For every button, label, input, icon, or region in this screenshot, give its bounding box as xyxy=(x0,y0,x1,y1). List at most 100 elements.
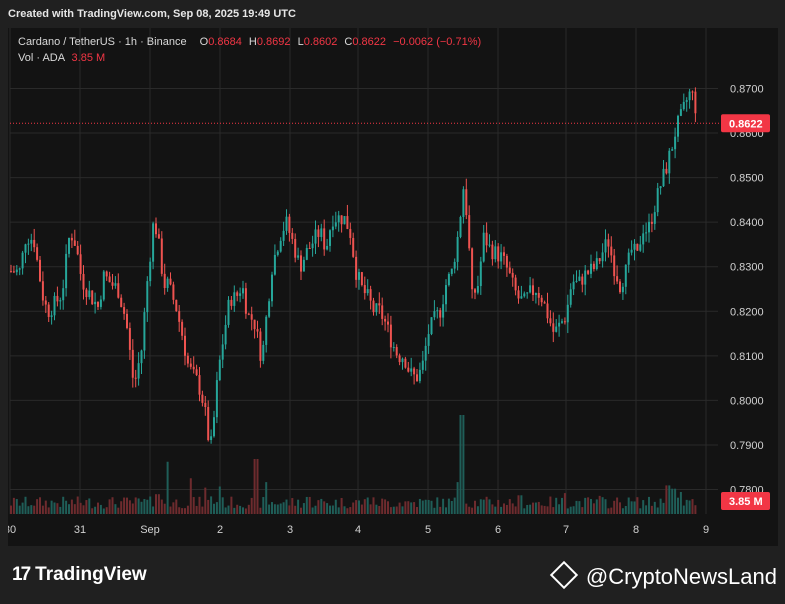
candle xyxy=(648,213,650,243)
y-tick-label: 0.8400 xyxy=(730,217,764,229)
last-price-label: 0.8622 xyxy=(729,118,763,130)
volume-bar xyxy=(210,496,213,514)
tradingview-logo[interactable]: 17 TradingView xyxy=(12,564,147,586)
candle xyxy=(355,250,358,288)
candle-body xyxy=(204,402,207,408)
candle xyxy=(627,248,630,273)
candle-body xyxy=(633,243,636,250)
candle xyxy=(218,355,221,382)
candle-body xyxy=(44,300,47,305)
candle-body xyxy=(10,271,12,273)
volume-bar xyxy=(149,496,152,514)
candle-body xyxy=(418,369,421,382)
candle-body xyxy=(346,216,349,229)
candle-body xyxy=(578,276,581,281)
candle-body xyxy=(79,254,82,274)
candle xyxy=(581,273,584,293)
volume-bar xyxy=(221,497,224,514)
volume-bar xyxy=(39,497,41,514)
candle xyxy=(59,297,62,310)
candle-body xyxy=(317,229,320,237)
candle-body xyxy=(590,263,592,274)
volume-bar xyxy=(369,504,372,514)
volume-bar xyxy=(91,508,94,514)
volume-bar xyxy=(619,502,621,514)
volume-bar xyxy=(279,503,282,514)
candle-body xyxy=(447,273,450,286)
candle-body xyxy=(424,345,427,361)
candle-body xyxy=(337,215,340,223)
candle xyxy=(166,276,169,292)
candle-body xyxy=(537,293,540,298)
volume-bar xyxy=(250,497,253,514)
candle xyxy=(636,243,639,252)
volume-bar xyxy=(358,500,360,514)
volume-bar xyxy=(334,499,337,514)
candle-body xyxy=(59,300,62,302)
candle xyxy=(671,146,674,151)
candle-body xyxy=(178,311,181,322)
volume-bar xyxy=(294,505,297,514)
candle xyxy=(514,274,517,296)
candle-body xyxy=(91,290,94,305)
volume-bar xyxy=(479,499,482,514)
volume-bar xyxy=(592,503,595,514)
candle-body xyxy=(207,407,210,441)
candle xyxy=(85,287,88,305)
candles[interactable] xyxy=(10,87,697,444)
volume-bar xyxy=(146,499,149,514)
candle-body xyxy=(561,321,563,323)
volume-bar xyxy=(15,499,18,514)
volume-bar xyxy=(355,500,358,514)
candle xyxy=(613,248,616,285)
candle-body xyxy=(250,314,253,320)
candle xyxy=(160,231,163,277)
volume-bar xyxy=(610,507,613,514)
candle-body xyxy=(482,232,485,262)
candle-body xyxy=(88,290,91,298)
candle xyxy=(120,294,123,308)
candle xyxy=(276,249,279,257)
volume-bar xyxy=(247,504,250,514)
tradingview-mark-icon: 17 xyxy=(12,564,31,585)
candle xyxy=(314,220,317,254)
candle xyxy=(479,256,482,295)
candle-body xyxy=(47,304,50,317)
candle xyxy=(41,271,44,306)
candle-body xyxy=(630,249,633,253)
candle xyxy=(633,239,636,261)
candle-body xyxy=(674,136,677,150)
candle-body xyxy=(285,216,288,231)
x-tick-label: 30 xyxy=(8,524,16,536)
candle-body xyxy=(288,216,291,233)
candle-body xyxy=(445,285,447,305)
volume-bar xyxy=(543,505,546,514)
candle-body xyxy=(102,271,105,300)
volume-label: Vol · ADA xyxy=(18,52,65,64)
candle xyxy=(62,279,65,310)
volume-bar xyxy=(679,492,682,514)
price-chart[interactable]: 0.87000.86000.85000.84000.83000.82000.81… xyxy=(8,28,778,546)
volume-bar xyxy=(529,504,532,514)
candle-body xyxy=(503,252,505,256)
last-volume-label: 3.85 M xyxy=(729,496,763,508)
volume-bar xyxy=(207,499,210,514)
candle xyxy=(537,286,540,306)
volume-bar xyxy=(33,505,36,514)
candle-body xyxy=(624,264,627,287)
volume-bar xyxy=(482,499,485,514)
volume-bar xyxy=(488,499,491,514)
candle-body xyxy=(50,315,53,317)
volume-bar xyxy=(621,508,624,514)
candle-body xyxy=(381,305,384,319)
candle xyxy=(392,342,395,352)
candle-body xyxy=(688,91,691,101)
candle xyxy=(358,268,360,290)
candle-body xyxy=(659,186,662,189)
candle-body xyxy=(36,247,39,260)
candle xyxy=(430,317,433,336)
candle-body xyxy=(169,278,172,285)
candle-body xyxy=(128,328,131,350)
candle-body xyxy=(137,363,140,379)
chart-panel[interactable]: 0.8700 0.8600 0.8500 0.8400 0.8300 0.8200 0.81… xyxy=(8,28,778,546)
